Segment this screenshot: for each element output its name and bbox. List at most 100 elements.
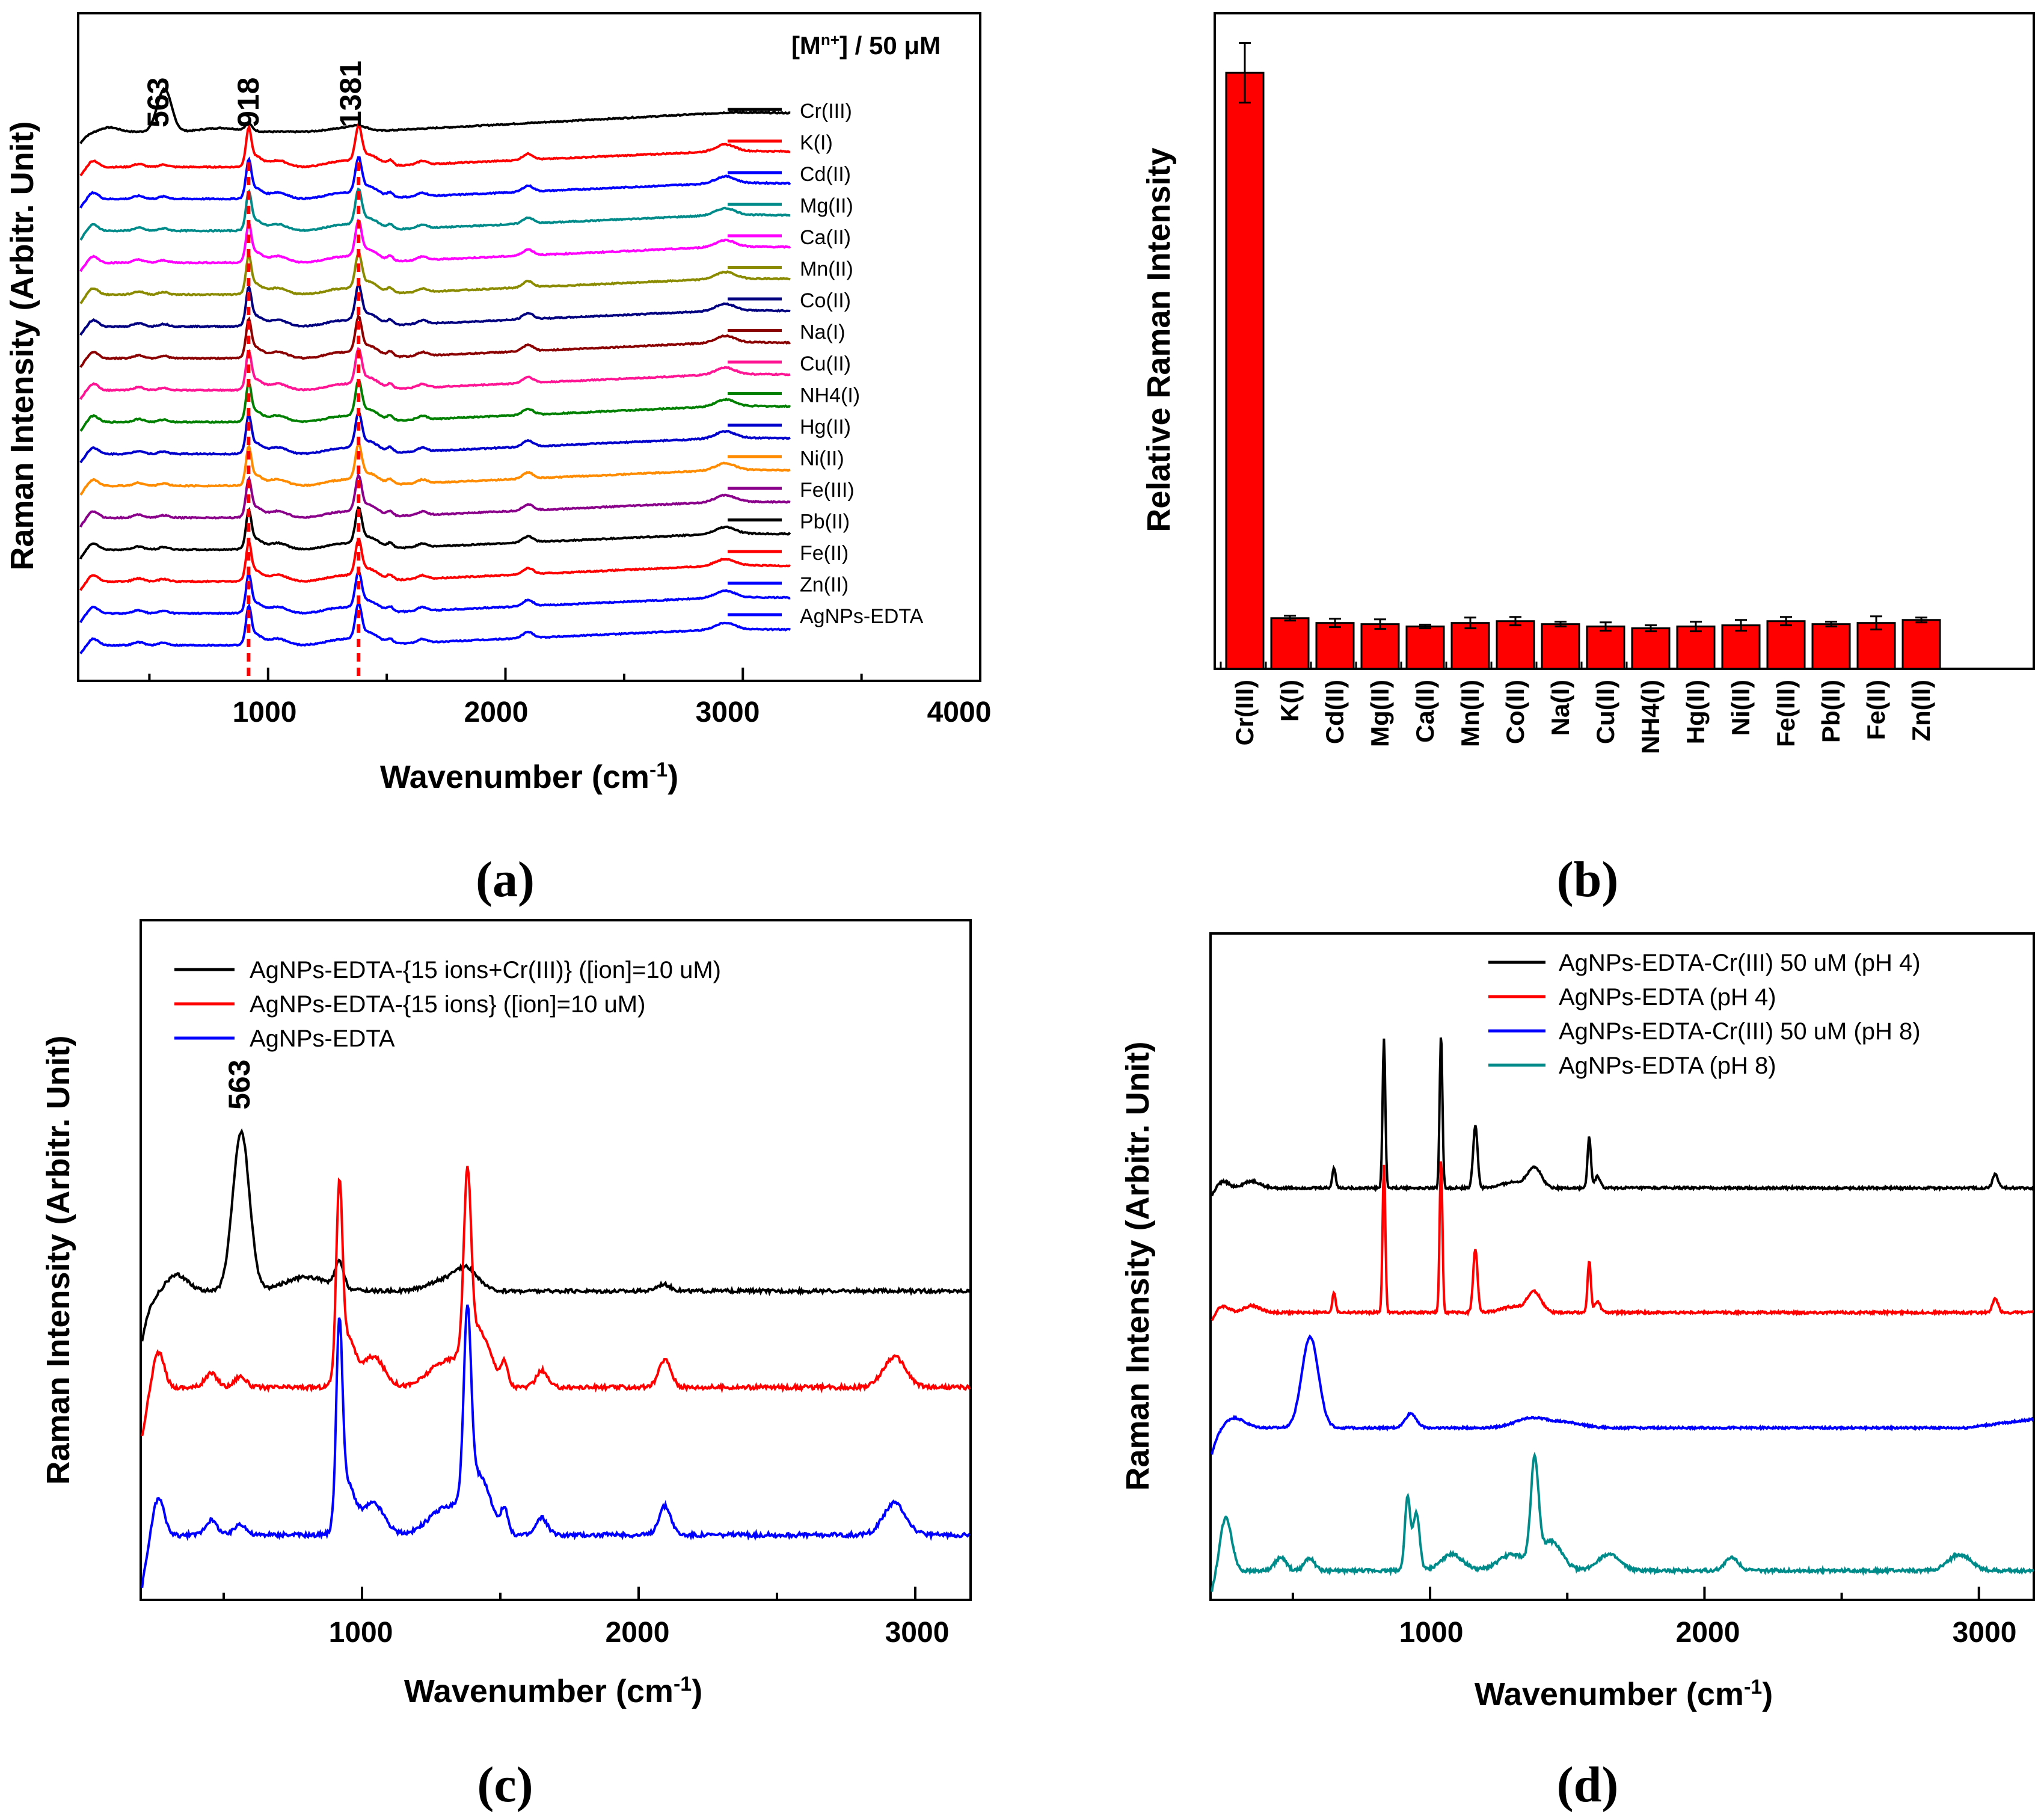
category-label: Mn(II) (1456, 680, 1484, 747)
legend-label: NH4(I) (800, 384, 860, 407)
x-axis-label: Wavenumber (cm-1) (1475, 1676, 1773, 1712)
spectra (141, 1128, 971, 1588)
x-tick-label: 4000 (927, 696, 992, 728)
category-label: Ni(II) (1726, 680, 1755, 736)
y-axis-label: Raman Intensity (Arbitr. Unit) (1120, 1041, 1156, 1490)
spectrum-line (79, 250, 791, 304)
panel-c: AgNPs-EDTA-{15 ions+Cr(III)} ([ion]=10 u… (40, 919, 972, 1813)
bars: Cr(III) K(I) Cd(II) Mg(II) Ca(II) Mn(II) Co(II… (1220, 42, 1941, 754)
bar (1811, 623, 1851, 670)
panel-label-a: (a) (476, 852, 535, 908)
legend: AgNPs-EDTA-Cr(III) 50 uM (pH 4) AgNPs-EDT… (1488, 950, 1921, 1079)
bar (1766, 620, 1806, 670)
legend-label: AgNPs-EDTA (pH 8) (1559, 1053, 1776, 1079)
spectrum-line (141, 1128, 971, 1342)
category-label: Mg(II) (1366, 680, 1394, 747)
legend-label: Co(II) (800, 289, 851, 312)
panel-d: AgNPs-EDTA-Cr(III) 50 uM (pH 4) AgNPs-EDT… (1120, 932, 2035, 1813)
bar (1496, 620, 1535, 670)
x-ticks (148, 668, 981, 681)
panel-label-b: (b) (1557, 852, 1619, 908)
legend-label: AgNPs-EDTA-{15 ions} ([ion]=10 uM) (250, 991, 645, 1018)
spectrum-line (1211, 1037, 2034, 1197)
panel-b: Cr(III) K(I) Cd(II) Mg(II) Ca(II) Mn(II) Co(II… (1141, 12, 2035, 908)
spectrum-line (79, 506, 791, 560)
spectrum-line (79, 87, 791, 144)
legend-label: Zn(II) (800, 574, 849, 597)
concentration-header: [Mn+] / 50 μM (791, 31, 941, 60)
category-label: Fe(III) (1772, 680, 1800, 747)
legend-label: Hg(II) (800, 416, 851, 438)
category-label: K(I) (1275, 680, 1304, 722)
bar (1225, 72, 1265, 670)
panel-label-c: (c) (477, 1757, 533, 1813)
bar (1586, 626, 1625, 670)
legend-label: Fe(II) (800, 542, 849, 565)
spectrum-line (141, 1304, 971, 1588)
bar (1676, 626, 1716, 670)
legend-label: Mg(II) (800, 195, 853, 218)
bar (1360, 623, 1400, 670)
category-label: Hg(II) (1681, 680, 1710, 744)
legend: AgNPs-EDTA-{15 ions+Cr(III)} ([ion]=10 u… (174, 957, 721, 1052)
spectrum-line (79, 156, 791, 209)
category-label: NH4(I) (1636, 680, 1665, 754)
x-tick-label: 1000 (329, 1617, 393, 1649)
x-tick-label: 3000 (1953, 1617, 2017, 1649)
category-label: Co(II) (1501, 680, 1529, 744)
legend-label: Na(I) (800, 321, 846, 344)
y-axis-label: Relative Raman Intensity (1141, 147, 1177, 532)
spectrum-line (79, 410, 791, 464)
peak-label-1381: 1381 (334, 61, 367, 128)
spectrum-line (79, 218, 791, 272)
x-tick-label: 1000 (233, 696, 297, 728)
spectrum-line (79, 378, 791, 432)
x-ticks (1291, 1587, 1980, 1600)
legend-label: Pb(II) (800, 511, 850, 533)
x-tick-label: 2000 (606, 1617, 670, 1649)
category-label: Na(I) (1546, 680, 1574, 736)
legend-label: AgNPs-EDTA (800, 605, 924, 628)
spectrum-line (1211, 1451, 2035, 1592)
legend-label: AgNPs-EDTA-Cr(III) 50 uM (pH 8) (1559, 1018, 1921, 1045)
legend-label: AgNPs-EDTA (pH 4) (1559, 984, 1776, 1010)
spectrum-line (79, 442, 791, 496)
bar (1541, 623, 1580, 670)
legend-label: AgNPs-EDTA (250, 1025, 395, 1052)
y-axis-label: Raman Intensity (Arbitr. Unit) (40, 1035, 76, 1484)
x-tick-label: 2000 (464, 696, 529, 728)
legend-label: Cr(III) (800, 100, 852, 123)
plot-frame (140, 919, 972, 1601)
category-label: Cr(III) (1230, 680, 1259, 746)
spectra (79, 87, 791, 654)
category-label: Pb(II) (1817, 680, 1845, 743)
x-tick-label: 3000 (885, 1617, 950, 1649)
legend-label: Cd(II) (800, 163, 851, 186)
bar (1405, 626, 1445, 670)
spectrum-line (141, 1166, 971, 1437)
spectrum-line (79, 472, 791, 527)
spectrum-line (79, 314, 791, 368)
spectrum-line (79, 346, 791, 400)
legend-label: Fe(III) (800, 479, 855, 502)
bar (1856, 622, 1896, 670)
peak-label-918: 918 (232, 78, 265, 128)
x-axis-label: Wavenumber (cm-1) (380, 758, 678, 795)
peak-label-563: 563 (223, 1060, 256, 1110)
spectra (1211, 1037, 2035, 1592)
category-label: Cd(II) (1321, 680, 1349, 744)
legend-label: Mn(II) (800, 258, 853, 281)
category-label: Cu(II) (1591, 680, 1619, 744)
spectrum-line (79, 123, 791, 177)
plot-frame (77, 12, 981, 682)
panel-label-d: (d) (1557, 1757, 1619, 1813)
y-axis-label: Raman Intensity (Arbitr. Unit) (4, 121, 40, 570)
legend: Cr(III) K(I) Cd(II) Mg(II) Ca(II) Mn(II) Co(II… (728, 100, 924, 628)
category-label: Ca(II) (1411, 680, 1439, 743)
spectrum-line (79, 538, 791, 591)
x-axis-label: Wavenumber (cm-1) (404, 1673, 702, 1709)
bar (1901, 619, 1941, 670)
spectrum-line (79, 187, 791, 241)
